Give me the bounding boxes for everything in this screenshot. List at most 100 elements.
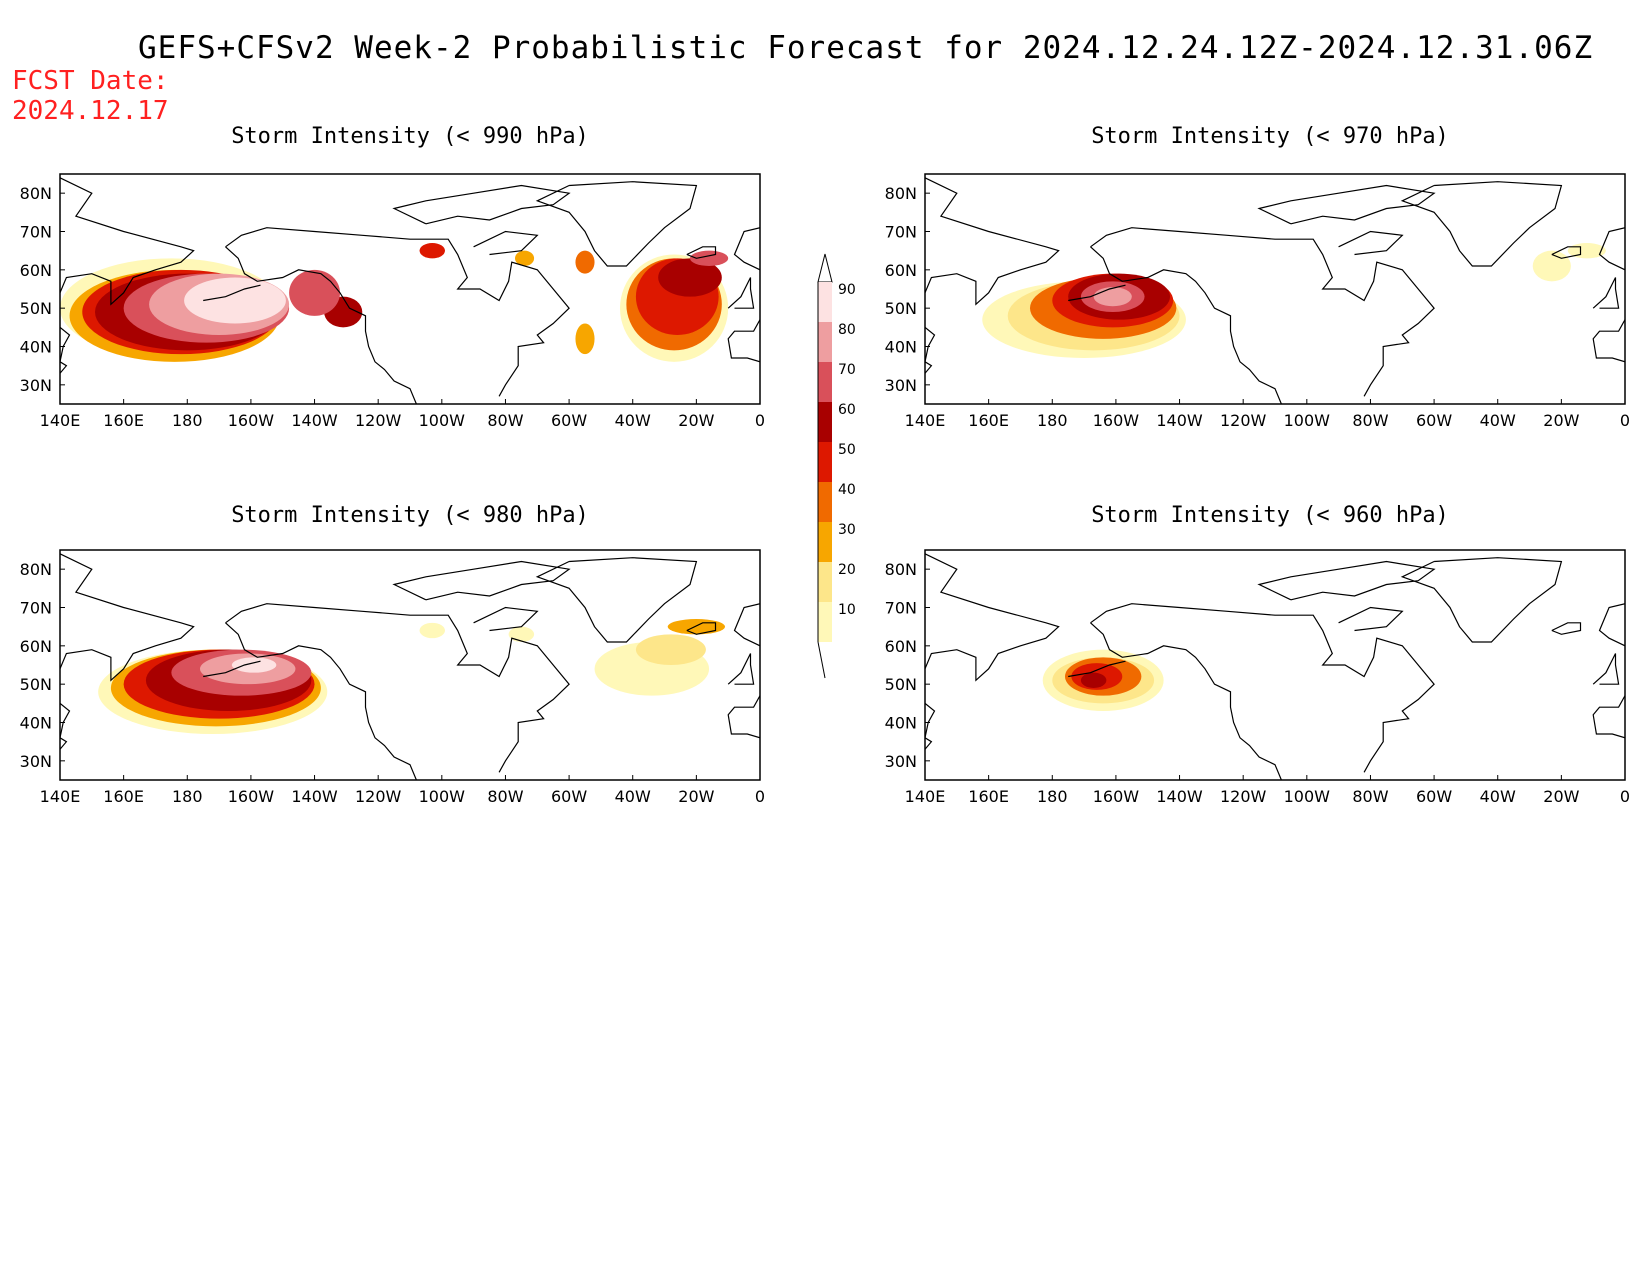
lon-label: 100W <box>419 787 466 806</box>
lat-label: 80N <box>885 560 917 579</box>
map-panel-970: 140E 160E 180 160W 140W 120W 100W 80W 60W 40W 20W 0… <box>885 173 1630 430</box>
coastline <box>925 177 1060 306</box>
probability-region-10 <box>508 626 535 642</box>
lat-label: 40N <box>885 714 917 733</box>
lon-label: 80W <box>487 787 523 806</box>
lon-label: 160W <box>228 411 275 430</box>
lat-label: 60N <box>20 637 52 656</box>
coastline <box>392 184 571 225</box>
lat-label: 70N <box>885 223 917 242</box>
probability-region-70 <box>690 250 729 266</box>
lat-label: 40N <box>20 338 52 357</box>
lat-label: 60N <box>885 637 917 656</box>
lon-label: 20W <box>1543 411 1579 430</box>
lon-label: 100W <box>1284 787 1331 806</box>
lat-label: 80N <box>20 560 52 579</box>
lon-label: 180 <box>1037 411 1068 430</box>
lon-label: 160E <box>968 787 1009 806</box>
coastlines-990 <box>60 177 760 404</box>
probability-region-10 <box>419 622 446 639</box>
lat-label: 50N <box>20 299 52 318</box>
colorbar-top-arrow <box>817 253 833 283</box>
coastline <box>1592 695 1625 739</box>
lon-label: 20W <box>678 411 714 430</box>
coastline <box>1598 603 1625 647</box>
colorbar-label: 10 <box>838 602 856 618</box>
coastline <box>473 230 539 256</box>
probability-shading-990 <box>60 243 729 362</box>
coastline <box>686 622 717 635</box>
panel-title-970: Storm Intensity (< 970 hPa) <box>1091 124 1449 149</box>
lat-label: 60N <box>20 261 52 280</box>
lon-label: 160W <box>1093 787 1140 806</box>
probability-region-80 <box>1093 287 1132 307</box>
lon-label: 0 <box>755 411 765 430</box>
coastline <box>1551 622 1582 635</box>
coastline <box>1068 284 1126 302</box>
probability-shading-980 <box>98 619 725 734</box>
coastline <box>1257 560 1436 601</box>
lon-label: 180 <box>172 411 203 430</box>
lat-label: 80N <box>20 184 52 203</box>
colorbar-label: 70 <box>838 362 856 378</box>
lon-label: 60W <box>551 411 587 430</box>
probability-region-90 <box>231 657 277 673</box>
lon-label: 140W <box>1156 411 1203 430</box>
colorbar-label: 60 <box>838 402 856 418</box>
map-frame-960 <box>924 549 1626 781</box>
colorbar-box <box>818 362 832 402</box>
coastline <box>225 603 570 773</box>
map-panel-980: 140E 160E 180 160W 140W 120W 100W 80W 60W 40W 20W 0… <box>20 549 765 806</box>
lon-label: 160W <box>228 787 275 806</box>
lon-label: 180 <box>172 787 203 806</box>
coastline <box>60 553 195 682</box>
colorbar-label: 50 <box>838 442 856 458</box>
colorbar-box <box>818 602 832 642</box>
colorbar-label: 40 <box>838 482 856 498</box>
lat-label: 70N <box>885 599 917 618</box>
coastline <box>733 603 760 647</box>
lat-label: 70N <box>20 599 52 618</box>
forecast-date-label: FCST Date: <box>12 66 169 96</box>
coastline <box>925 702 936 750</box>
lat-label: 30N <box>885 376 917 395</box>
map-frame-990 <box>59 173 761 405</box>
lon-label: 40W <box>1480 787 1516 806</box>
probability-shading-960 <box>1042 649 1164 711</box>
probability-region-60 <box>658 258 722 297</box>
probability-region-70 <box>289 269 340 316</box>
colorbar-box <box>818 522 832 562</box>
colorbar-label: 20 <box>838 562 856 578</box>
probability-region-40 <box>575 250 595 274</box>
lon-label: 140W <box>1156 787 1203 806</box>
colorbar-box <box>818 442 832 482</box>
colorbar-box <box>818 402 832 442</box>
coastline <box>60 702 71 750</box>
lat-label: 60N <box>885 261 917 280</box>
coastline <box>1090 603 1435 773</box>
coastline <box>1090 227 1435 397</box>
probability-region-60 <box>1080 672 1107 688</box>
coastline <box>1551 246 1582 259</box>
coastline <box>1257 184 1436 225</box>
lon-label: 120W <box>1220 787 1267 806</box>
lat-label: 40N <box>20 714 52 733</box>
coastline <box>1090 246 1282 404</box>
lon-label: 20W <box>1543 787 1579 806</box>
coastline <box>392 560 571 601</box>
lon-label: 140E <box>40 787 81 806</box>
coastline <box>1592 319 1625 363</box>
lon-label: 120W <box>355 411 402 430</box>
coastline <box>60 326 71 374</box>
lat-label: 30N <box>20 752 52 771</box>
coastline <box>733 227 760 271</box>
probability-region-90 <box>184 277 286 324</box>
coastline <box>727 695 760 739</box>
coastline <box>535 557 698 643</box>
map-frame-980 <box>59 549 761 781</box>
coastline <box>727 653 755 685</box>
colorbar-label: 90 <box>838 282 856 298</box>
lat-label: 50N <box>20 675 52 694</box>
panel-title-960: Storm Intensity (< 960 hPa) <box>1091 503 1449 528</box>
lon-label: 0 <box>755 787 765 806</box>
